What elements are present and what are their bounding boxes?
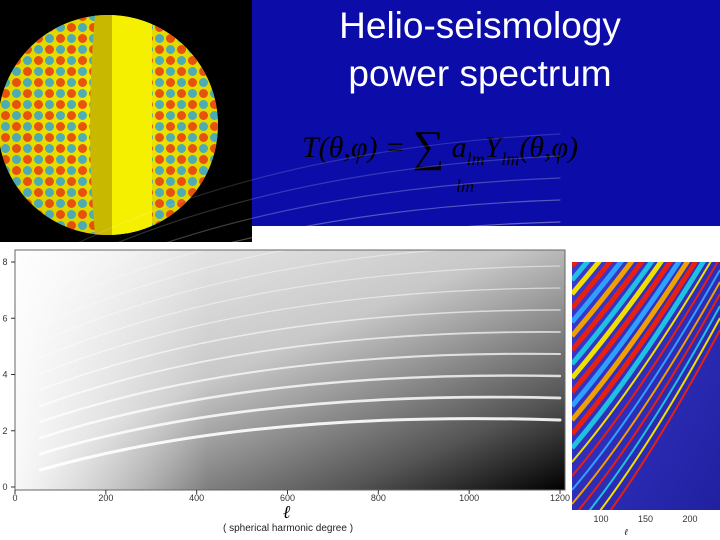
y-tick-label: 4: [2, 370, 7, 380]
inset-ridge: [609, 329, 720, 510]
inset-ridge: [572, 262, 614, 310]
formula-sum-index: lm: [456, 176, 474, 196]
inset-ridge: [572, 262, 635, 338]
inset-ridge: [572, 262, 691, 422]
formula-args: (θ,φ): [519, 131, 578, 164]
ridge: [38, 352, 562, 424]
ridge: [39, 309, 561, 391]
title-panel: [252, 0, 720, 226]
inset-x-tick-label: 200: [682, 514, 697, 524]
x-tick-label: 1200: [550, 493, 570, 503]
x-tick-label: 200: [98, 493, 113, 503]
y-tick-label: 2: [2, 426, 7, 436]
formula-coef-sub: lm: [467, 149, 485, 169]
x-axis-label: ℓ: [283, 502, 291, 522]
inset-ridge: [572, 262, 699, 436]
inset-ridge: [572, 262, 719, 477]
inset-ridge: [572, 262, 712, 463]
ridge: [38, 417, 562, 472]
formula-sum: ∑: [413, 122, 444, 171]
y-tick-label: 8: [2, 257, 7, 267]
formula-coef: a: [452, 131, 467, 164]
inset-ridge: [572, 269, 720, 491]
inset-x-axis-label: ℓ: [624, 527, 628, 537]
formula-fn: Y: [485, 131, 505, 164]
inset-ridge: [572, 262, 664, 380]
formula-fn-sub: lm: [501, 149, 519, 169]
ridge: [39, 331, 561, 407]
formula: T(θ,φ) = ∑ almYlm(θ,φ): [302, 122, 578, 171]
x-tick-label: 1000: [459, 493, 479, 503]
ridge: [39, 243, 561, 343]
x-tick-label: 600: [280, 493, 295, 503]
title: Helio-seismology power spectrum: [339, 5, 621, 94]
inset-ridge: [599, 317, 720, 510]
inset-ridge: [572, 262, 624, 324]
ridge: [38, 374, 562, 440]
inset-ridge: [572, 262, 706, 450]
x-tick-label: 0: [12, 493, 17, 503]
inset-ridge: [588, 305, 720, 510]
inset-ridge: [572, 281, 720, 505]
ridge: [39, 133, 561, 263]
inset-x-tick-label: 150: [638, 514, 653, 524]
x-tick-label: 800: [371, 493, 386, 503]
title-line: Helio-seismology: [339, 5, 621, 46]
ridge: [39, 265, 561, 359]
inset-ridge: [577, 293, 720, 510]
ridge: [39, 221, 561, 327]
inset-ridge: [572, 262, 602, 296]
inset-ridge: [572, 262, 645, 352]
inset-x-tick-label: 100: [593, 514, 608, 524]
inset-ridge: [572, 262, 682, 408]
y-tick-label: 0: [2, 482, 7, 492]
spectrum-image: [14, 133, 566, 491]
x-tick-label: 400: [189, 493, 204, 503]
ridge: [39, 199, 561, 311]
ridge: [38, 395, 562, 456]
inset-ridge: [572, 262, 655, 366]
inset-image: [572, 262, 720, 510]
inset-ridge: [572, 262, 674, 394]
ridge: [39, 287, 561, 375]
x-axis-note: ( spherical harmonic degree ): [223, 523, 353, 534]
ridge: [39, 177, 561, 295]
formula-lhs: T(θ,φ) =: [302, 131, 405, 164]
sphere-image: [0, 15, 218, 235]
title-line: power spectrum: [348, 53, 611, 94]
y-tick-label: 6: [2, 313, 7, 323]
